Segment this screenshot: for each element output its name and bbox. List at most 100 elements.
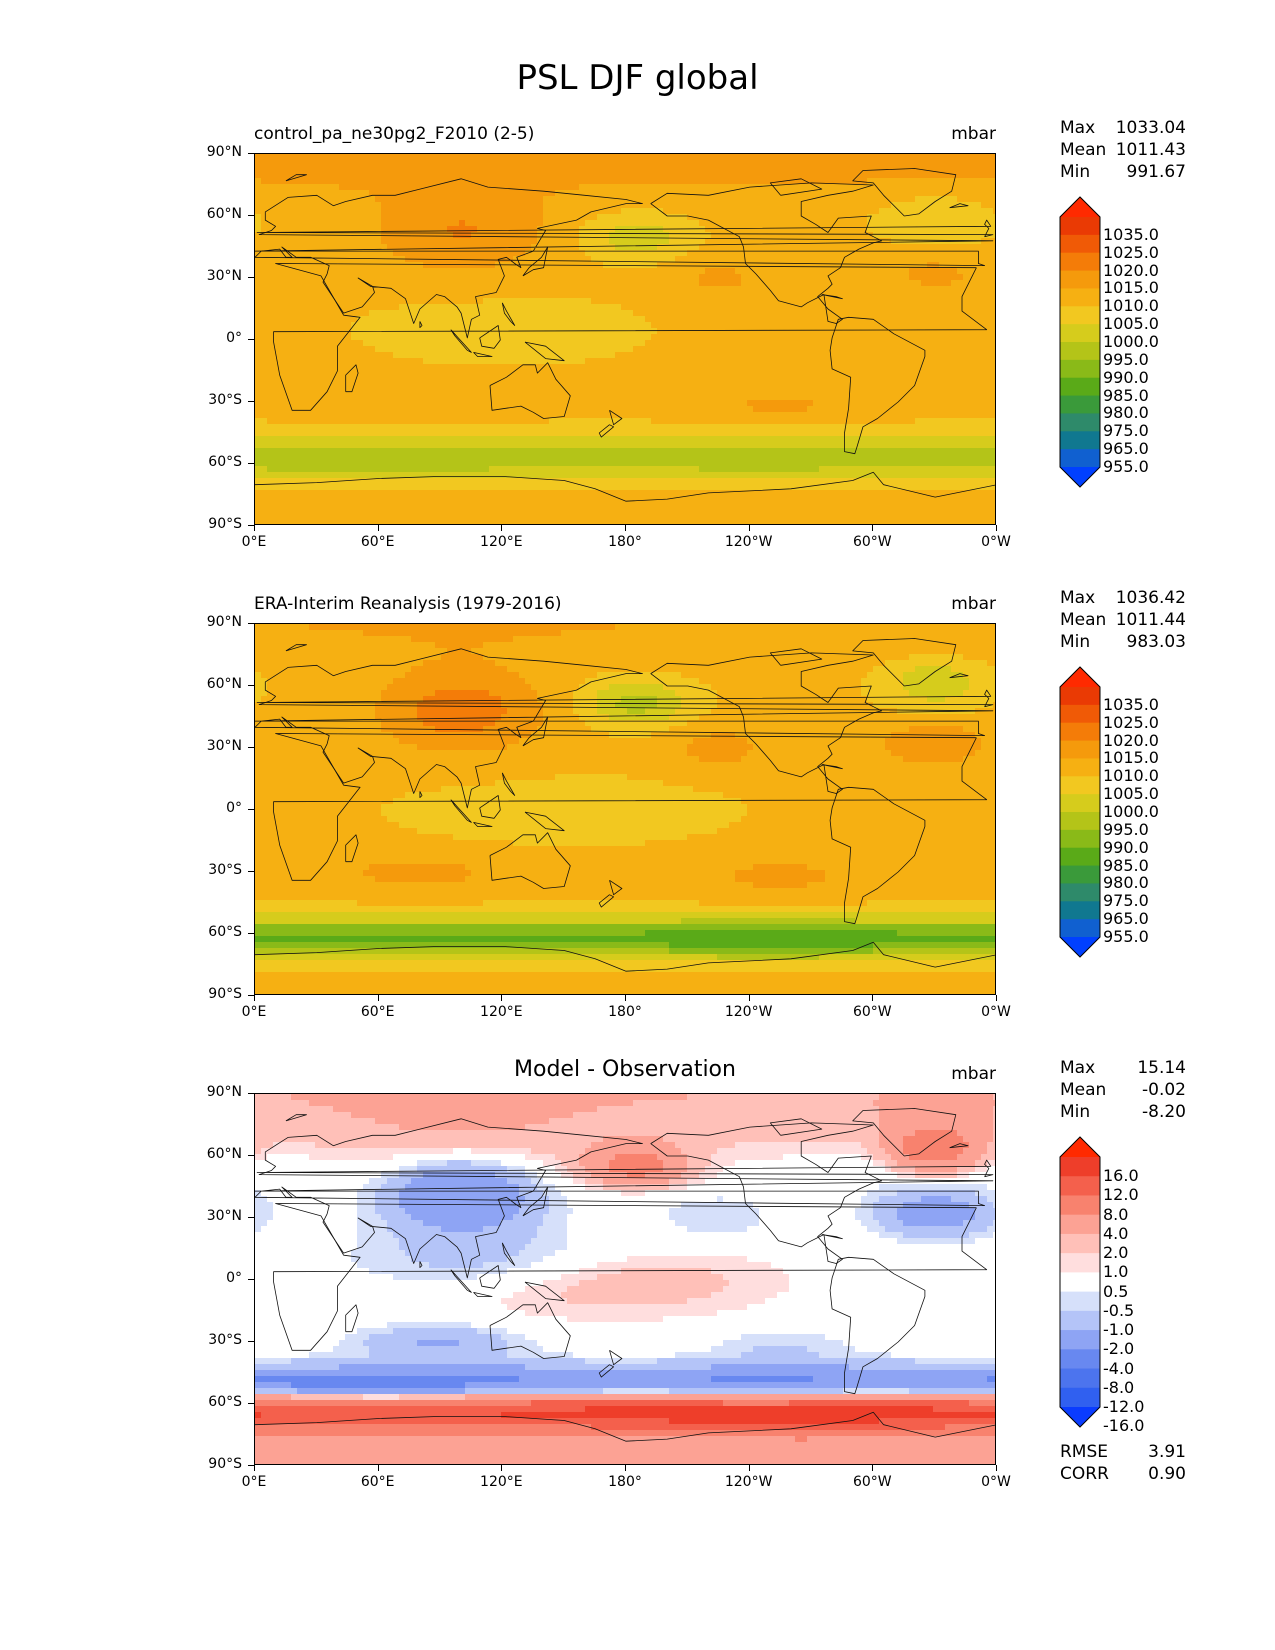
colorbar-label: 975.0 [1103,422,1149,440]
y-tick-label: 60°S [150,454,242,470]
colorbar-segment [1060,377,1100,397]
x-tick-label: 120°W [709,1004,789,1020]
x-tick [996,525,997,531]
colorbar-label: 995.0 [1103,350,1149,369]
coastline [473,822,493,827]
y-tick [248,1465,254,1466]
metric-corr: CORR 0.90 [1060,1463,1186,1485]
y-tick [248,747,254,748]
colorbar-svg [1059,196,1101,488]
colorbar-segment [1060,1272,1100,1293]
coastline [489,1302,571,1359]
colorbar-segment [1060,794,1100,813]
coastline [285,644,307,652]
colorbar-extend-min [1060,937,1100,957]
colorbar-segment [1060,217,1100,236]
y-tick [248,1155,254,1156]
stat-max: Max 15.14 [1060,1057,1186,1079]
x-tick-label: 60°E [338,1474,418,1490]
coastline [769,1118,823,1136]
coastline [524,341,565,362]
coastline [255,178,994,339]
panel-units: mbar [900,594,996,614]
field-cells [255,624,995,994]
colorbar-label: -4.0 [1103,1359,1134,1378]
x-tick [254,525,255,531]
colorbar-label: 955.0 [1103,458,1149,476]
x-tick-label: 60°E [338,534,418,550]
stat-min: Min 991.67 [1060,161,1186,183]
y-tick [248,623,254,624]
coastline [479,795,501,819]
x-tick-label: 120°E [461,1474,541,1490]
coastline [501,1242,516,1266]
field-cells [255,1094,995,1464]
y-tick [248,871,254,872]
colorbar-segment [1060,1387,1100,1408]
stat-min: Min -8.20 [1060,1101,1186,1123]
y-tick-label: 90°S [150,516,242,532]
colorbar-label: -2.0 [1103,1340,1134,1358]
colorbar-label: 995.0 [1103,820,1149,839]
stats-box: Max 15.14 Mean -0.02 Min -8.20 [1060,1057,1186,1123]
coastline [769,178,823,196]
colorbar-segment [1060,1176,1100,1197]
x-tick-label: 60°W [832,1004,912,1020]
colorbar-svg [1059,666,1101,958]
coastline [598,894,615,908]
colorbar-label: -16.0 [1103,1417,1144,1435]
x-tick-label: 0°W [956,1474,1036,1490]
y-tick-label: 30°S [150,862,242,878]
x-tick [625,995,626,1001]
coastline [852,168,957,217]
x-tick [501,1465,503,1471]
y-tick-label: 30°N [150,1208,242,1224]
colorbar-extend-min [1060,1407,1100,1427]
stat-max: Max 1033.04 [1060,117,1186,139]
x-tick [996,995,997,1001]
colorbar-segment [1060,704,1100,724]
colorbar-label: 4.0 [1103,1224,1128,1243]
colorbar-label: 965.0 [1103,910,1149,928]
colorbar-segment [1060,687,1100,706]
map-model [254,153,996,525]
colorbar-segment [1060,1157,1100,1177]
colorbar-label: 1000.0 [1103,333,1159,351]
colorbar: 1035.0 1025.0 1020.0 1015.0 1010.0 1005.0 1000… [1059,196,1159,492]
colorbar-label: 985.0 [1103,386,1149,405]
x-tick-label: 180° [585,1474,665,1490]
colorbar-label: 0.5 [1103,1282,1128,1301]
stat-mean: Mean -0.02 [1060,1079,1186,1101]
x-tick-label: 120°E [461,534,541,550]
colorbar-segment [1060,812,1100,831]
colorbar-label: 1015.0 [1103,279,1159,297]
x-tick [996,1465,997,1471]
coastline [821,294,843,300]
coastlines [255,168,995,502]
x-tick [748,525,750,531]
y-tick-label: 0° [150,800,242,816]
y-tick [248,339,254,340]
coastline [609,409,623,426]
panel-title: Model - Observation [254,1057,996,1082]
x-tick-label: 60°W [832,1474,912,1490]
x-tick [254,1465,255,1471]
colorbar-segment [1060,270,1100,290]
coastline [524,1281,565,1302]
coastline [769,648,823,666]
colorbar-segment [1060,1214,1100,1235]
x-tick [748,995,750,1001]
colorbar-label: -12.0 [1103,1398,1144,1416]
colorbar-label: 955.0 [1103,928,1149,946]
colorbar-segment [1060,413,1100,432]
x-tick-label: 180° [585,534,665,550]
colorbar-label: -0.5 [1103,1301,1134,1320]
colorbar-segment [1060,847,1100,867]
coastline [419,1261,423,1269]
x-tick [254,995,255,1001]
x-tick [872,525,874,531]
colorbar-segment [1060,1253,1100,1273]
colorbar-segment [1060,306,1100,325]
coastline [489,832,571,889]
colorbar-label: 990.0 [1103,368,1149,387]
